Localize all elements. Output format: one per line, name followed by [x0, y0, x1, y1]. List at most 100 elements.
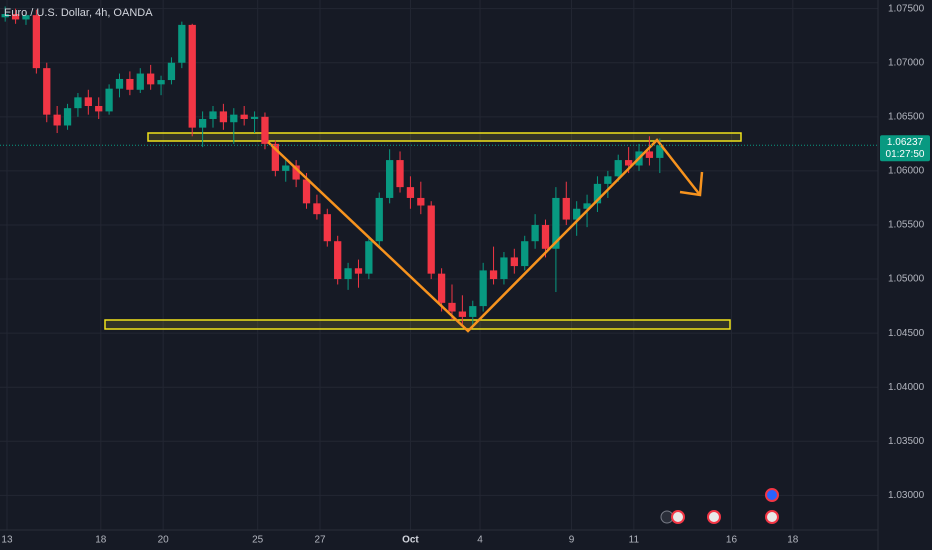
price-label-box: [880, 135, 930, 162]
candle-body: [323, 214, 331, 242]
candle-body: [406, 187, 415, 198]
candle-body: [63, 108, 72, 126]
candle-body: [22, 15, 30, 20]
candle-body: [302, 179, 311, 204]
event-icon: [765, 510, 779, 524]
support-zone: [104, 319, 731, 330]
candle-body: [562, 197, 570, 220]
candle-body: [552, 197, 560, 249]
pattern-line: [267, 138, 701, 333]
candle-body: [84, 97, 92, 106]
x-tick-label: 20: [158, 535, 170, 546]
time-axis: [0, 530, 932, 550]
x-tick-label: 18: [787, 535, 799, 546]
y-tick-label: 1.06500: [888, 111, 925, 122]
candle-body: [11, 14, 20, 20]
arrow-head: [679, 171, 704, 197]
x-tick-label: 27: [314, 535, 326, 546]
candle-body: [43, 68, 51, 115]
candle-body: [53, 114, 61, 126]
candle-body: [656, 145, 664, 158]
candle-body: [500, 257, 508, 280]
candle-body: [593, 183, 602, 204]
price-label: 1.06237: [887, 137, 924, 148]
grid: [0, 0, 878, 530]
candle-body: [147, 73, 155, 85]
candle-body: [313, 203, 321, 215]
candle-body: [437, 273, 446, 303]
candle-body: [583, 203, 591, 209]
chart-title: Euro / U.S. Dollar, 4h, OANDA: [4, 7, 153, 19]
candle-body: [261, 116, 269, 144]
candle-body: [250, 116, 259, 119]
candle-body: [271, 143, 279, 171]
candle-body: [365, 241, 373, 274]
y-tick-label: 1.03500: [888, 436, 925, 447]
price-axis: [878, 0, 932, 550]
event-icon: [765, 488, 779, 502]
candle-body: [334, 241, 342, 280]
candle-body: [458, 311, 467, 317]
candle-body: [188, 24, 196, 128]
candle-body: [604, 176, 612, 184]
y-tick-label: 1.04500: [888, 328, 925, 339]
x-tick-label: 25: [252, 535, 264, 546]
candle-body: [292, 165, 300, 180]
event-icon: [671, 510, 685, 524]
x-tick-label: 11: [629, 535, 640, 546]
candle-body: [219, 111, 228, 123]
x-tick-label: 9: [569, 535, 575, 546]
candle-body: [448, 302, 456, 312]
candle-body: [573, 208, 581, 220]
y-tick-label: 1.05000: [888, 274, 925, 285]
x-tick-label: 16: [726, 535, 738, 546]
candle-body: [157, 80, 165, 85]
candle-body: [531, 224, 539, 242]
candle-body: [614, 160, 622, 177]
candle-body: [198, 118, 207, 128]
y-tick-label: 1.06000: [888, 166, 925, 177]
candle-body: [489, 270, 498, 280]
x-tick-label: Oct: [402, 535, 419, 546]
countdown: 01:27:50: [886, 149, 925, 160]
candle-body: [230, 114, 238, 123]
candle-body: [510, 257, 518, 267]
candle-body: [479, 270, 487, 307]
candle-body: [417, 197, 425, 206]
candle-body: [115, 78, 124, 89]
y-tick-label: 1.03000: [888, 490, 925, 501]
candle-body: [32, 15, 41, 69]
x-tick-label: 13: [1, 535, 13, 546]
candle-body: [645, 151, 654, 158]
candle-body: [167, 62, 176, 81]
y-tick-label: 1.07000: [888, 57, 925, 68]
y-tick-label: 1.05500: [888, 220, 925, 231]
candle-body: [178, 24, 186, 63]
candle-body: [521, 241, 529, 267]
resistance-zone: [147, 132, 742, 142]
y-tick-label: 1.07500: [888, 3, 925, 14]
candle-body: [427, 205, 435, 274]
candle-body: [344, 268, 352, 280]
candle-body: [386, 160, 394, 198]
candle-body: [136, 73, 144, 90]
candle-body: [541, 224, 550, 249]
candle-body: [240, 114, 248, 119]
candle-body: [396, 160, 404, 188]
candle-body: [1, 14, 9, 18]
candle-body: [95, 106, 103, 112]
event-icon: [707, 510, 721, 524]
candle-body: [354, 268, 363, 274]
x-tick-label: 4: [477, 535, 483, 546]
candle-body: [126, 78, 134, 90]
event-icons: [660, 488, 779, 524]
y-tick-label: 1.04000: [888, 382, 925, 393]
candles: [1, 6, 664, 328]
x-tick-label: 18: [95, 535, 107, 546]
candle-body: [105, 88, 113, 112]
candle-body: [624, 160, 633, 166]
candle-body: [469, 306, 477, 317]
candle-body: [282, 165, 290, 171]
